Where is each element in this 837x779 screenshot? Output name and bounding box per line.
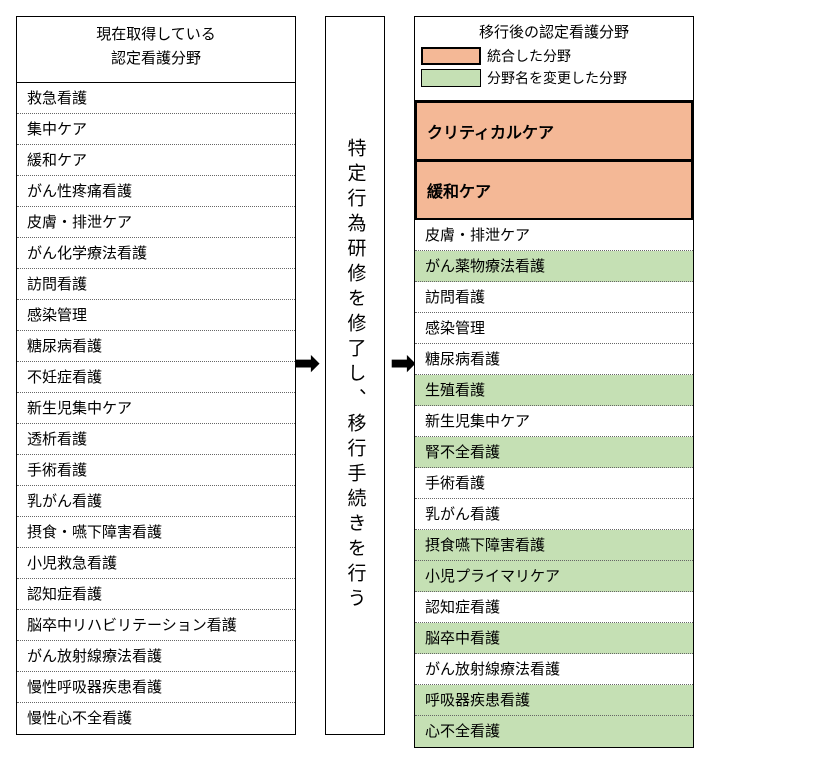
arrow-icon: ➡ — [390, 16, 415, 381]
diagram-root: 現在取得している 認定看護分野 救急看護集中ケア緩和ケアがん性疼痛看護皮膚・排泄… — [16, 16, 821, 748]
current-field-row: 集中ケア — [17, 114, 295, 145]
current-field-row: がん化学療法看護 — [17, 238, 295, 269]
current-field-row: 不妊症看護 — [17, 362, 295, 393]
legend-renamed: 分野名を変更した分野 — [421, 68, 687, 88]
new-fields-title: 移行後の認定看護分野 — [421, 21, 687, 42]
legend-merged-label: 統合した分野 — [487, 46, 571, 66]
current-field-row: 訪問看護 — [17, 269, 295, 300]
merged-field-block: クリティカルケア — [415, 101, 693, 161]
unchanged-field-row: 認知症看護 — [415, 592, 693, 623]
current-field-row: 小児救急看護 — [17, 548, 295, 579]
arrow-icon: ➡ — [294, 16, 319, 381]
current-field-row: 救急看護 — [17, 83, 295, 114]
unchanged-field-row: がん放射線療法看護 — [415, 654, 693, 685]
current-field-row: 糖尿病看護 — [17, 331, 295, 362]
current-field-row: 手術看護 — [17, 455, 295, 486]
middle-column: 特定行為研修を修了し、移行手続きを行う — [318, 16, 392, 735]
current-field-row: 認知症看護 — [17, 579, 295, 610]
current-field-row: 透析看護 — [17, 424, 295, 455]
training-text: 特定行為研修を修了し、移行手続きを行う — [346, 138, 365, 613]
arrow-2-gap: ➡ — [392, 16, 414, 381]
legend-renamed-label: 分野名を変更した分野 — [487, 68, 627, 88]
arrow-1-gap: ➡ — [296, 16, 318, 381]
current-field-row: 感染管理 — [17, 300, 295, 331]
current-field-row: 緩和ケア — [17, 145, 295, 176]
new-fields-column: 移行後の認定看護分野 統合した分野 分野名を変更した分野 クリティカルケア緩和ケ… — [414, 16, 694, 748]
current-header-line1: 現在取得している — [96, 26, 216, 43]
current-field-row: がん放射線療法看護 — [17, 641, 295, 672]
current-field-row: 慢性呼吸器疾患看護 — [17, 672, 295, 703]
current-field-row: 乳がん看護 — [17, 486, 295, 517]
current-field-row: 脳卒中リハビリテーション看護 — [17, 610, 295, 641]
legend-merged: 統合した分野 — [421, 46, 687, 66]
unchanged-field-row: 皮膚・排泄ケア — [415, 220, 693, 251]
current-fields-header: 現在取得している 認定看護分野 — [17, 17, 295, 83]
renamed-field-row: 小児プライマリケア — [415, 561, 693, 592]
unchanged-field-row: 糖尿病看護 — [415, 344, 693, 375]
current-field-row: がん性疼痛看護 — [17, 176, 295, 207]
current-field-row: 皮膚・排泄ケア — [17, 207, 295, 238]
unchanged-field-row: 訪問看護 — [415, 282, 693, 313]
renamed-field-row: 心不全看護 — [415, 716, 693, 747]
swatch-merged-icon — [421, 47, 481, 65]
renamed-field-row: 摂食嚥下障害看護 — [415, 530, 693, 561]
current-field-row: 摂食・嚥下障害看護 — [17, 517, 295, 548]
unchanged-field-row: 手術看護 — [415, 468, 693, 499]
current-fields-column: 現在取得している 認定看護分野 救急看護集中ケア緩和ケアがん性疼痛看護皮膚・排泄… — [16, 16, 296, 735]
renamed-field-row: 腎不全看護 — [415, 437, 693, 468]
renamed-field-row: 脳卒中看護 — [415, 623, 693, 654]
new-fields-header: 移行後の認定看護分野 統合した分野 分野名を変更した分野 — [415, 17, 693, 101]
renamed-field-row: 生殖看護 — [415, 375, 693, 406]
unchanged-field-row: 感染管理 — [415, 313, 693, 344]
merged-field-block: 緩和ケア — [415, 160, 693, 220]
swatch-renamed-icon — [421, 69, 481, 87]
renamed-field-row: がん薬物療法看護 — [415, 251, 693, 282]
renamed-field-row: 呼吸器疾患看護 — [415, 685, 693, 716]
unchanged-field-row: 乳がん看護 — [415, 499, 693, 530]
current-field-row: 新生児集中ケア — [17, 393, 295, 424]
current-header-line2: 認定看護分野 — [111, 50, 201, 67]
current-field-row: 慢性心不全看護 — [17, 703, 295, 734]
unchanged-field-row: 新生児集中ケア — [415, 406, 693, 437]
